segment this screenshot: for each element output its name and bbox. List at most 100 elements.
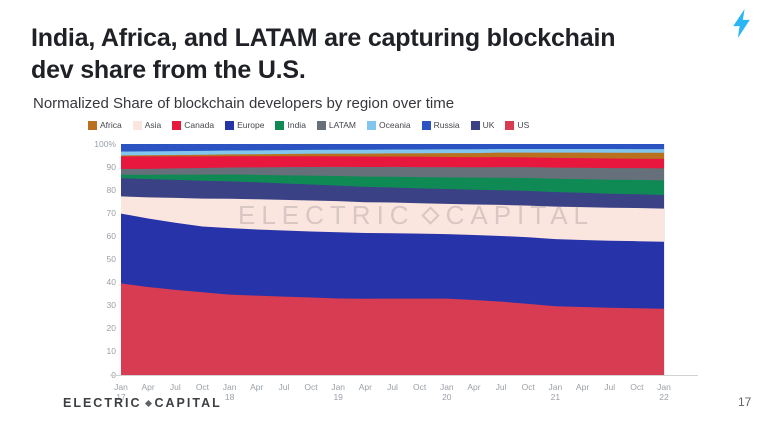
legend-item-europe: Europe (225, 120, 264, 130)
x-tick-label: Jan 18 (213, 382, 247, 402)
y-tick-label: 70 (106, 207, 116, 218)
legend-label: Africa (100, 120, 122, 130)
electric-capital-logo: ELECTRIC CAPITAL (63, 396, 222, 410)
x-tick-month: Jan (548, 382, 563, 392)
x-tick-label: Jan 22 (647, 382, 681, 402)
x-tick-label: Apr (240, 382, 274, 392)
y-tick-label: 10 (106, 346, 116, 357)
legend-swatch (225, 120, 235, 130)
legend-label: UK (482, 120, 495, 130)
y-tick-label: 80 (106, 184, 116, 195)
x-tick-year: 21 (550, 392, 561, 402)
x-tick-label: Oct (511, 382, 545, 392)
chart-subtitle: Normalized Share of blockchain developer… (33, 95, 455, 112)
watermark: ELECTRIC CAPITAL (238, 200, 594, 231)
x-tick-month: Oct (413, 382, 427, 392)
page-title-line1: India, Africa, and LATAM are capturing b… (31, 24, 616, 52)
x-tick-month: Oct (630, 382, 644, 392)
x-tick-label: Jan 19 (321, 382, 355, 402)
x-tick-month: Apr (575, 382, 590, 392)
legend-swatch (367, 120, 376, 130)
x-tick-month: Apr (467, 382, 481, 392)
x-tick-month: Jul (169, 382, 181, 392)
y-tick-label: 90 (106, 161, 116, 172)
area-band-us (121, 283, 664, 375)
legend-item-us: US (505, 120, 529, 130)
watermark-word2: CAPITAL (445, 200, 595, 230)
page-title-line2: dev share from the U.S. (31, 56, 306, 84)
legend-label: Oceania (379, 120, 411, 130)
x-tick-month: Oct (195, 382, 210, 392)
x-tick-label: Jan 21 (538, 382, 572, 402)
y-tick-label: 100% (94, 138, 116, 149)
legend-item-oceania: Oceania (367, 120, 411, 130)
x-tick-label: Apr (566, 382, 600, 392)
x-tick-month: Jul (604, 382, 616, 392)
legend-label: LATAM (328, 120, 356, 130)
logo-word1: ELECTRIC (63, 396, 142, 410)
x-tick-month: Oct (521, 382, 535, 392)
legend-swatch (505, 120, 515, 130)
x-tick-label: Jul (484, 382, 518, 392)
page-number: 17 (738, 395, 752, 409)
x-tick-year: 20 (442, 392, 452, 402)
x-tick-month: Jan (331, 382, 346, 392)
x-tick-month: Jul (387, 382, 398, 392)
x-tick-label: Oct (403, 382, 437, 392)
legend-swatch (132, 120, 142, 130)
x-tick-label: Oct (620, 382, 654, 392)
legend-item-canada: Canada (172, 120, 214, 130)
legend-label: Europe (237, 120, 265, 130)
x-tick-year: 18 (224, 392, 235, 402)
y-tick-label: 40 (106, 277, 116, 288)
chart-legend: Africa Asia Canada Europe India LATAM Oceania R… (88, 120, 529, 130)
x-tick-label: Apr (457, 382, 491, 392)
x-tick-year: 17 (116, 392, 126, 402)
legend-item-russia: Russia (421, 120, 460, 130)
x-axis-line (110, 375, 698, 376)
x-tick-label: Oct (185, 382, 219, 392)
x-tick-label: Jul (376, 382, 410, 392)
x-tick-month: Apr (141, 382, 155, 392)
stacked-area-chart (121, 144, 664, 375)
x-tick-month: Jan (222, 382, 237, 392)
watermark-word1: ELECTRIC (238, 200, 415, 230)
legend-item-uk: UK (470, 120, 495, 130)
x-tick-year: 19 (333, 392, 343, 402)
x-tick-label: Apr (348, 382, 382, 392)
y-tick-label: 0 (80, 370, 116, 380)
x-tick-month: Jan (439, 382, 454, 392)
legend-swatch (470, 120, 480, 130)
watermark-diamond-icon (420, 206, 440, 225)
legend-label: US (517, 120, 530, 130)
x-tick-label: Apr (131, 382, 165, 392)
legend-item-india: India (275, 120, 306, 130)
x-tick-label: Jan 20 (430, 382, 464, 402)
legend-label: India (287, 120, 306, 130)
x-tick-month: Jul (278, 382, 290, 392)
x-tick-month: Oct (304, 382, 318, 392)
legend-item-asia: Asia (132, 120, 161, 130)
logo-diamond-icon (144, 399, 152, 407)
legend-swatch (316, 120, 326, 130)
legend-label: Canada (184, 120, 215, 130)
y-tick-label: 50 (106, 254, 116, 264)
plot-right-border (664, 144, 665, 375)
x-tick-year: 22 (659, 392, 669, 402)
legend-swatch (421, 120, 431, 130)
y-tick-label: 20 (106, 323, 116, 334)
x-tick-month: Jan (657, 382, 671, 392)
legend-label: Russia (433, 120, 460, 130)
y-tick-label: 60 (106, 230, 116, 241)
x-tick-month: Jul (495, 382, 507, 392)
legend-item-latam: LATAM (316, 120, 356, 130)
x-tick-label: Jul (593, 382, 627, 392)
y-tick-label: 30 (106, 300, 116, 311)
x-tick-label: Oct (294, 382, 328, 392)
x-tick-label: Jul (267, 382, 301, 392)
legend-swatch (172, 120, 182, 130)
x-tick-month: Apr (358, 382, 372, 392)
legend-item-africa: Africa (88, 120, 122, 130)
x-tick-month: Apr (250, 382, 264, 392)
